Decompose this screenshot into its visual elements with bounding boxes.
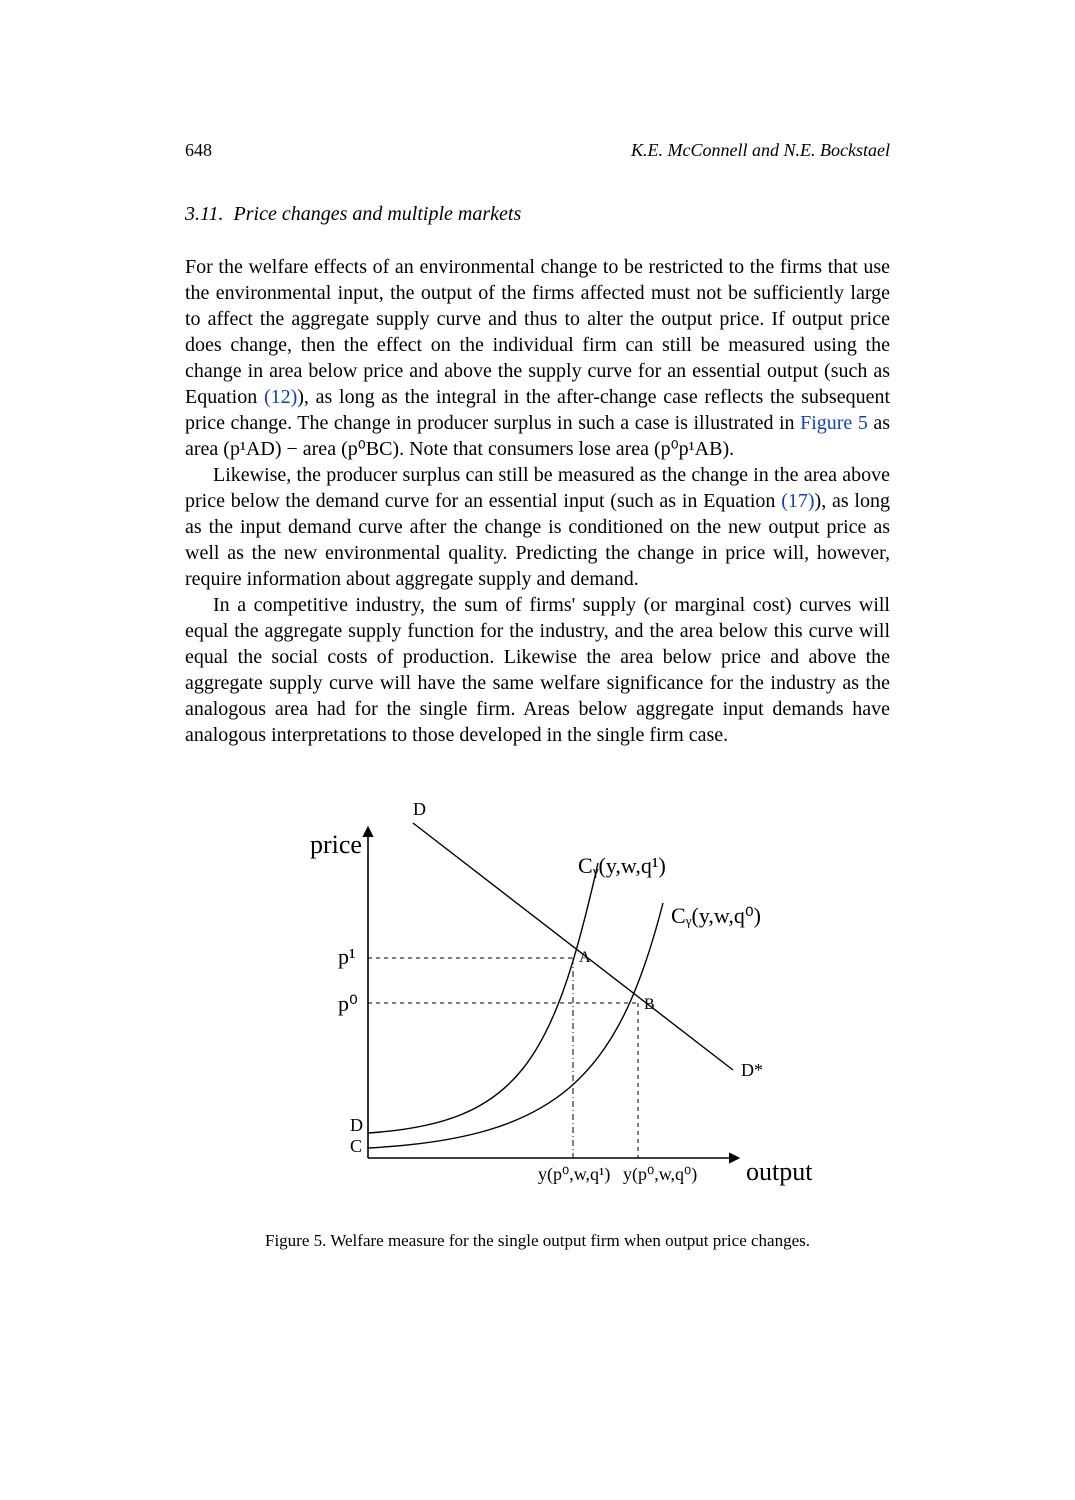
body-text: For the welfare effects of an environmen… <box>185 254 890 748</box>
svg-text:A: A <box>579 949 591 966</box>
ref-eq-12[interactable]: (12) <box>264 386 297 408</box>
svg-text:price: price <box>310 830 362 859</box>
svg-text:C: C <box>350 1136 362 1156</box>
header-authors: K.E. McConnell and N.E. Bockstael <box>631 140 890 161</box>
svg-text:Cᵧ(y,w,q⁰): Cᵧ(y,w,q⁰) <box>671 903 761 928</box>
svg-text:Cᵧ(y,w,q¹): Cᵧ(y,w,q¹) <box>578 853 666 878</box>
ref-eq-17[interactable]: (17) <box>781 490 814 512</box>
section-title: Price changes and multiple markets <box>234 203 522 225</box>
running-head: 648 K.E. McConnell and N.E. Bockstael <box>185 140 890 161</box>
page: 648 K.E. McConnell and N.E. Bockstael 3.… <box>0 0 1075 1500</box>
page-number: 648 <box>185 140 212 161</box>
svg-text:D*: D* <box>741 1060 763 1080</box>
svg-text:y(p⁰,w,q¹): y(p⁰,w,q¹) <box>538 1164 610 1185</box>
svg-text:y(p⁰,w,q⁰): y(p⁰,w,q⁰) <box>623 1164 697 1185</box>
svg-text:p¹: p¹ <box>338 944 356 969</box>
svg-text:output: output <box>746 1157 813 1186</box>
svg-text:D: D <box>413 799 426 819</box>
figure-caption: Figure 5. Welfare measure for the single… <box>185 1231 890 1251</box>
svg-text:p⁰: p⁰ <box>338 991 358 1016</box>
figure-5: price output p¹ p⁰ D D* Cᵧ(y,w,q¹)Cᵧ(y,w,q⁰) A B… <box>185 788 890 1251</box>
paragraph-3: In a competitive industry, the sum of fi… <box>185 592 890 748</box>
figure-svg: price output p¹ p⁰ D D* Cᵧ(y,w,q¹)Cᵧ(y,w,q⁰) A B… <box>258 788 818 1208</box>
svg-text:D: D <box>350 1115 363 1135</box>
paragraph-2: Likewise, the producer surplus can still… <box>185 462 890 592</box>
svg-text:B: B <box>644 996 655 1013</box>
section-heading: 3.11. Price changes and multiple markets <box>185 203 890 226</box>
ref-figure-5[interactable]: Figure 5 <box>800 412 868 434</box>
paragraph-1: For the welfare effects of an environmen… <box>185 254 890 462</box>
section-number: 3.11. <box>185 203 224 225</box>
